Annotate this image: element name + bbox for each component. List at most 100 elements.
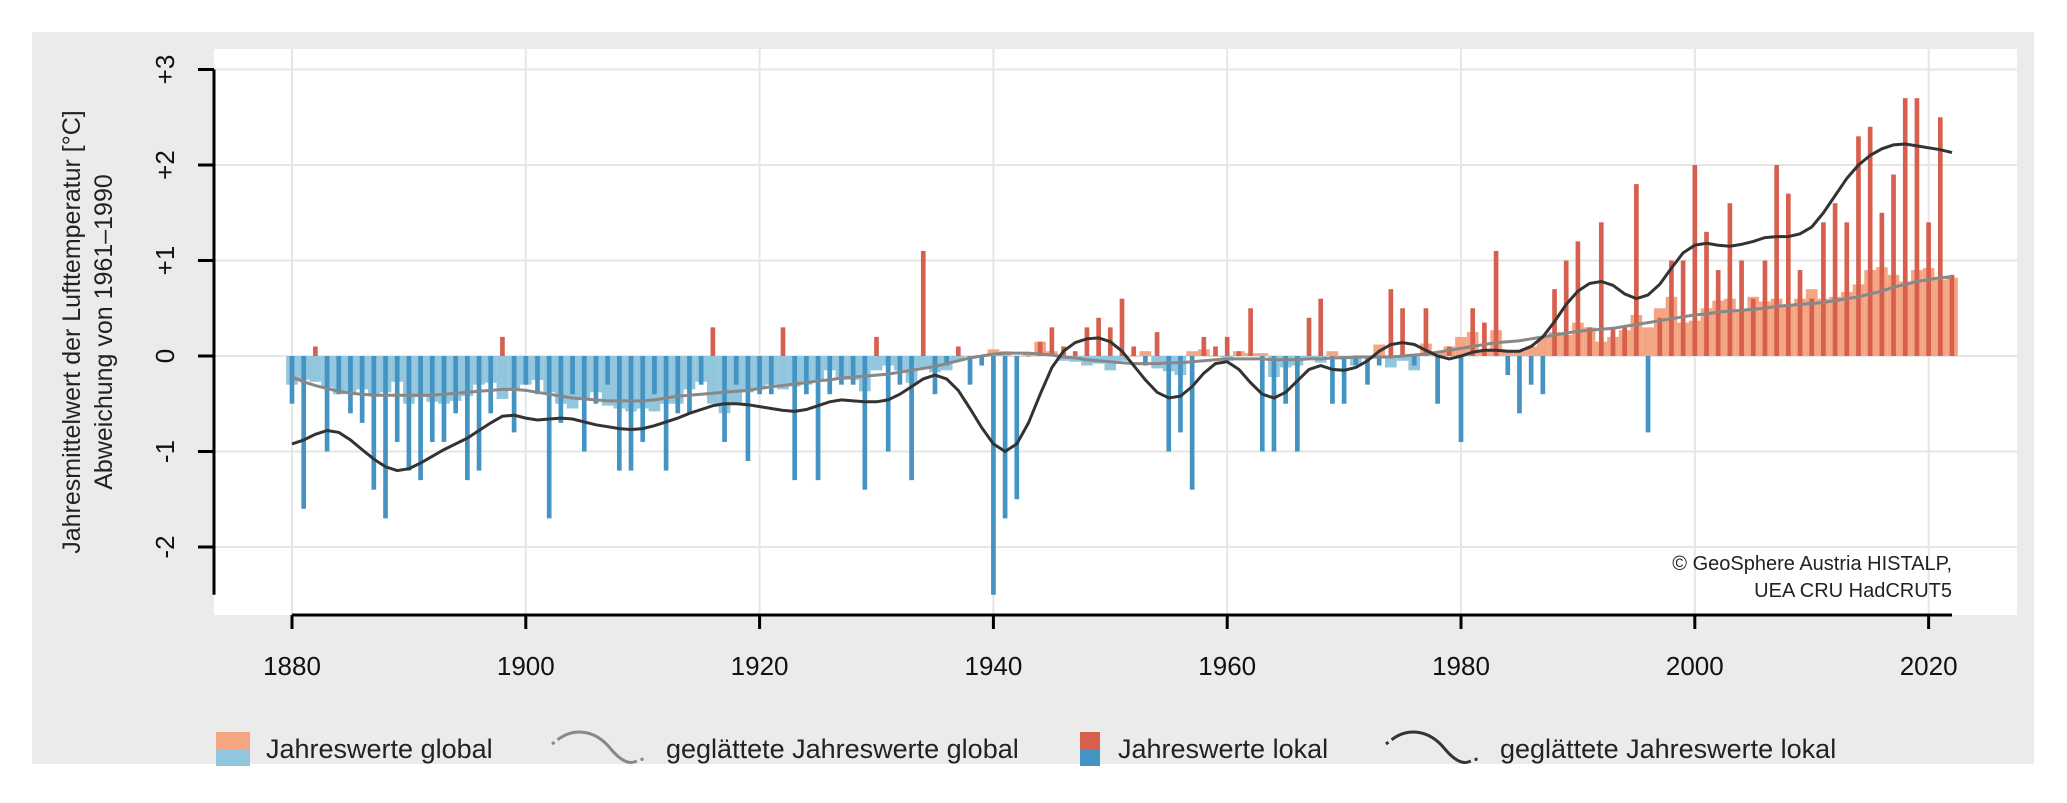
y-tick-label: +2 [150, 150, 180, 180]
local-bar [593, 356, 599, 404]
global-bar [1537, 336, 1549, 356]
local-bar [1680, 260, 1686, 356]
local-bar [1937, 117, 1943, 356]
local-bar [885, 356, 891, 452]
y-tick-label: 0 [150, 349, 180, 363]
local-bar [488, 356, 494, 414]
global-bar [1501, 351, 1514, 356]
axes: +3 +2 +1 0 -1 -2 1880 1900 1920 1940 1960 1980 2000 2… [150, 55, 1958, 681]
local-bar [1540, 356, 1546, 395]
local-bar [1891, 174, 1896, 356]
local-bar [979, 356, 985, 366]
local-bar [418, 356, 423, 481]
local-bar [313, 346, 318, 356]
local-bar [862, 356, 868, 490]
local-bars [289, 98, 1955, 595]
local-bar [1072, 351, 1078, 356]
local-bar [1844, 222, 1850, 356]
legend-label-local-smooth: geglättete Jahreswerte lokal [1500, 734, 1837, 764]
local-bar [1610, 327, 1616, 356]
local-bar [1821, 222, 1826, 356]
local-bar [815, 356, 821, 481]
local-bar [1248, 308, 1253, 356]
local-bar [991, 356, 996, 595]
credit-line-1: © GeoSphere Austria HISTALP, [1672, 553, 1952, 575]
local-bar [1166, 356, 1172, 452]
local-bar [1856, 136, 1861, 356]
local-bar [570, 356, 575, 395]
local-bar [1189, 356, 1195, 490]
global-bar [1209, 356, 1222, 357]
global-smooth-swatch [551, 730, 647, 764]
local-bar [1902, 98, 1908, 357]
local-bar [1482, 322, 1487, 356]
local-bar [768, 356, 774, 395]
local-bar [1236, 351, 1242, 356]
x-tick-label: 1900 [497, 651, 555, 681]
local-bar [1809, 298, 1815, 356]
local-bar [1645, 356, 1651, 433]
local-bar [301, 356, 307, 509]
global-bar [1385, 356, 1397, 368]
local-bar [839, 356, 844, 385]
local-bar [1669, 260, 1674, 356]
local-bar [827, 356, 833, 395]
global-bar [309, 356, 322, 382]
local-bar [324, 356, 330, 452]
local-bar [1797, 270, 1803, 356]
local-bar [289, 356, 295, 404]
local-bar [1575, 241, 1581, 356]
local-bar [1622, 327, 1628, 356]
local-bar [1587, 327, 1592, 356]
local-bar [1201, 336, 1207, 356]
local-bar [1037, 341, 1043, 356]
local-bar [1400, 308, 1405, 356]
local-bar [1786, 193, 1791, 356]
local-bar [336, 356, 342, 395]
local-bar [429, 356, 435, 442]
local-bar [371, 356, 377, 490]
local-bar [453, 356, 458, 414]
local-bar [1458, 356, 1464, 442]
global-bar [1127, 356, 1140, 357]
local-bar [1657, 317, 1663, 356]
local-bar [476, 356, 482, 471]
local-bar [1598, 222, 1604, 356]
x-tick-label: 2020 [1900, 651, 1958, 681]
local-bar [1224, 336, 1230, 356]
global-bar [1513, 351, 1526, 356]
local-bar [792, 356, 798, 481]
local-bar [874, 336, 879, 356]
local-bar [1353, 356, 1359, 366]
local-bar [1388, 289, 1394, 356]
local-bar [1739, 260, 1744, 356]
global-bar [1139, 351, 1152, 356]
local-bar [1084, 327, 1090, 356]
local-bar [1341, 356, 1347, 404]
x-tick-label: 1960 [1198, 651, 1256, 681]
local-bar [1178, 356, 1183, 433]
local-bar [1470, 308, 1476, 356]
figure-frame: +3 +2 +1 0 -1 -2 1880 1900 1920 1940 1960 1980 2000 2… [32, 32, 2034, 766]
global-bar [1455, 336, 1467, 356]
global-bar [917, 356, 930, 368]
local-bar [1131, 346, 1137, 356]
local-bar [1330, 356, 1335, 404]
local-bar [348, 356, 353, 414]
local-bar [605, 356, 610, 385]
x-tick-label: 1980 [1432, 651, 1490, 681]
local-bar [675, 356, 681, 414]
global-bar [1116, 356, 1128, 361]
local-bar [640, 356, 646, 442]
local-bar [359, 356, 365, 423]
local-smoothed-line [291, 142, 1953, 473]
local-bar [1634, 184, 1639, 356]
grid-lines [214, 49, 2017, 615]
local-bar [698, 356, 704, 385]
local-bar [1423, 308, 1429, 356]
y-tick-label: +1 [150, 246, 180, 276]
local-bar [687, 356, 692, 414]
local-bar [1692, 165, 1698, 356]
global-bar [777, 356, 789, 390]
local-bar [1376, 356, 1382, 366]
